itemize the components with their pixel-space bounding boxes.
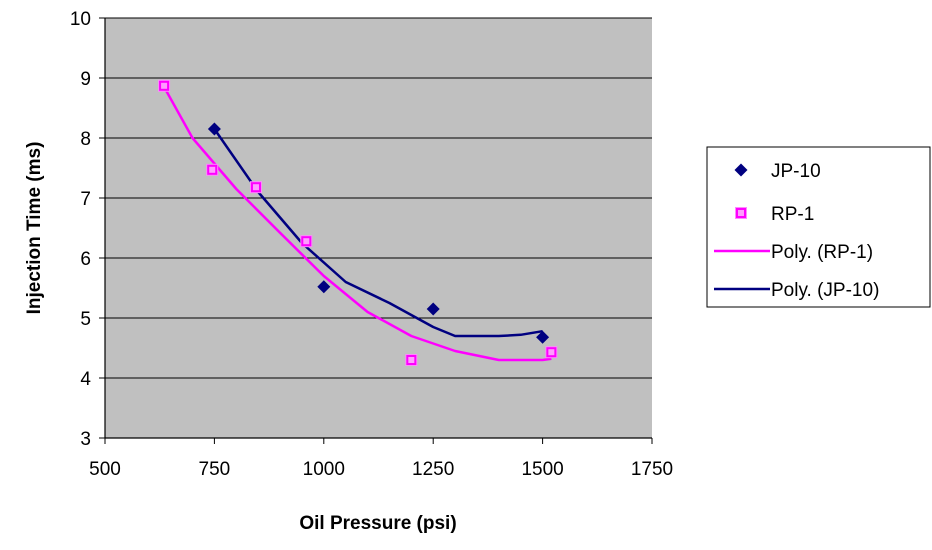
legend-box <box>706 146 931 308</box>
x-tick-label: 500 <box>89 459 121 480</box>
trendline-3 <box>213 128 543 338</box>
axes <box>99 17 653 444</box>
data-point-square-inner <box>408 357 415 363</box>
x-tick-label: 1000 <box>303 459 345 480</box>
x-tick-label: 750 <box>199 459 231 480</box>
data-point-square-inner <box>252 184 259 191</box>
x-tick-label: 1750 <box>631 459 673 480</box>
legend-label: Poly. (RP-1) <box>771 242 873 263</box>
data-point-square-inner <box>548 349 555 356</box>
data-point-diamond <box>317 280 331 294</box>
trendlines <box>163 86 552 362</box>
data-point-diamond <box>207 122 221 136</box>
gridlines <box>105 17 652 379</box>
data-point-square-inner <box>209 166 216 173</box>
y-tick-label: 6 <box>80 249 91 270</box>
data-point-diamond <box>426 302 440 316</box>
data-point-diamond <box>536 330 550 344</box>
x-axis-title: Oil Pressure (psi) <box>299 513 456 534</box>
legend-label: JP-10 <box>771 161 821 182</box>
y-tick-label: 3 <box>80 429 91 450</box>
plot-area <box>105 18 652 438</box>
y-tick-label: 7 <box>80 189 91 210</box>
y-tick-label: 10 <box>70 9 91 30</box>
data-point-square-inner <box>161 82 168 89</box>
x-tick-label: 1500 <box>521 459 563 480</box>
trendline-2 <box>163 86 552 362</box>
y-tick-label: 9 <box>80 69 91 90</box>
legend-marker-diamond <box>734 163 748 177</box>
legend-marker-square-inner <box>738 210 744 216</box>
data-point-square-inner <box>303 238 310 245</box>
tick-labels: 3 4 5 6 7 8 9 10 500 750 1000 1250 1500 1750 <box>70 9 673 480</box>
y-tick-label: 8 <box>80 129 91 150</box>
y-tick-label: 5 <box>80 309 91 330</box>
y-axis-title: Injection Time (ms) <box>24 142 45 315</box>
legend-label: RP-1 <box>771 204 814 225</box>
y-tick-label: 4 <box>80 369 91 390</box>
legend-label: Poly. (JP-10) <box>771 280 879 301</box>
x-tick-label: 1250 <box>412 459 454 480</box>
data-points <box>158 79 558 366</box>
legend-items: JP-10 RP-1 Poly. (RP-1) Poly. (JP-10) <box>714 161 879 301</box>
legend: JP-10 RP-1 Poly. (RP-1) Poly. (JP-10) <box>706 146 931 308</box>
